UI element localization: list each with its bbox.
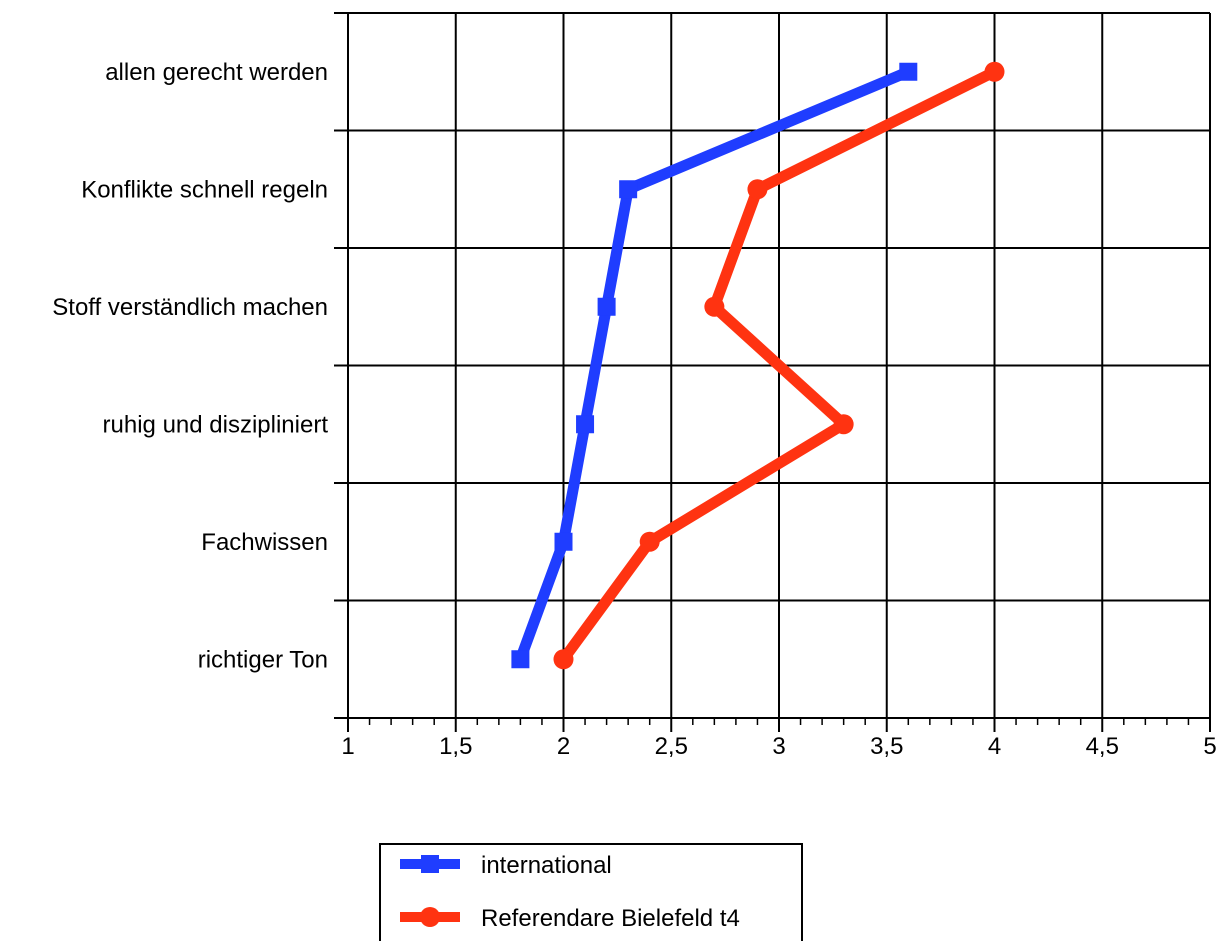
- data-point-circle: [704, 296, 725, 317]
- data-point-square: [899, 62, 918, 81]
- data-point-circle: [984, 61, 1005, 82]
- x-tick-label: 4,5: [1086, 733, 1119, 760]
- x-tick-labels: 1 1,5 2 2,5 3 3,5 4 4,5 5: [341, 733, 1216, 760]
- x-tick-label: 2,5: [655, 733, 688, 760]
- legend-marker-circle: [420, 907, 440, 927]
- x-tick-label: 5: [1203, 733, 1216, 760]
- series-line: [515, 66, 911, 662]
- x-tick-label: 4: [988, 733, 1001, 760]
- x-tick-label: 3: [772, 733, 785, 760]
- legend-label-international: international: [481, 852, 612, 879]
- x-tick-label: 3,5: [870, 733, 903, 760]
- legend-marker-square: [421, 855, 439, 873]
- series-international: [511, 62, 918, 669]
- legend-item-international: international: [400, 852, 612, 879]
- data-point-square: [511, 650, 530, 669]
- data-point-circle: [553, 649, 574, 670]
- legend-item-referendare: Referendare Bielefeld t4: [400, 905, 740, 932]
- category-labels: allen gerecht werden Konflikte schnell re…: [52, 59, 328, 674]
- series-referendare-bielefeld-t4: [553, 61, 1005, 670]
- axes: [347, 13, 1211, 732]
- legend-label-referendare: Referendare Bielefeld t4: [481, 905, 740, 932]
- category-label: ruhig und diszipliniert: [103, 411, 329, 438]
- data-point-square: [619, 180, 638, 199]
- x-tick-label: 1,5: [439, 733, 472, 760]
- series-line: [559, 66, 997, 663]
- data-point-square: [554, 532, 573, 551]
- x-tick-label: 1: [341, 733, 354, 760]
- category-label: Konflikte schnell regeln: [81, 176, 328, 203]
- data-point-square: [576, 415, 595, 434]
- data-point-square: [597, 297, 616, 316]
- legend: international Referendare Bielefeld t4: [379, 843, 803, 941]
- category-label: Stoff verständlich machen: [52, 294, 328, 321]
- data-point-circle: [639, 531, 660, 552]
- category-label: richtiger Ton: [198, 646, 328, 673]
- data-point-circle: [833, 414, 854, 435]
- data-point-circle: [747, 179, 768, 200]
- series-group: [511, 61, 1005, 670]
- category-label: allen gerecht werden: [105, 59, 328, 86]
- x-tick-label: 2: [557, 733, 570, 760]
- category-label: Fachwissen: [201, 529, 328, 556]
